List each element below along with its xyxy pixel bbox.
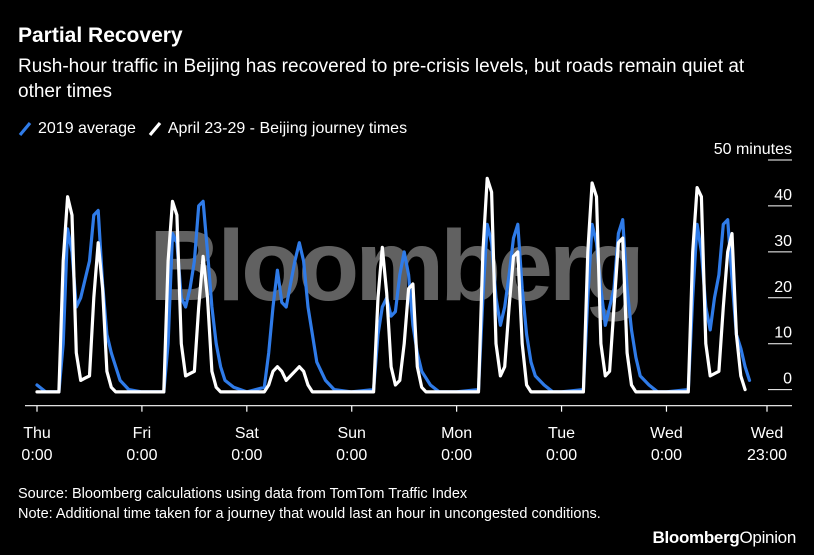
legend-item-2019: 2019 average xyxy=(18,120,136,138)
x-tick-label: Mon xyxy=(441,425,472,442)
y-tick-label: 30 xyxy=(774,233,792,250)
legend-item-april: April 23-29 - Beijing journey times xyxy=(148,120,407,138)
footnote: Note: Additional time taken for a journe… xyxy=(18,506,601,522)
legend-label-april: April 23-29 - Beijing journey times xyxy=(167,120,408,137)
x-tick-label: 0:00 xyxy=(336,447,367,464)
x-tick-label: Wed xyxy=(751,425,784,442)
brand-main: Bloomberg xyxy=(652,528,740,547)
x-tick-label: Fri xyxy=(133,425,152,442)
legend: 2019 average April 23-29 - Beijing journ… xyxy=(18,120,419,138)
y-tick-label: 10 xyxy=(774,325,792,342)
x-tick-label: 0:00 xyxy=(441,447,472,464)
x-tick-label: 0:00 xyxy=(546,447,577,464)
bloomberg-opinion-logo: BloombergOpinion xyxy=(652,528,796,548)
y-tick-label: 20 xyxy=(774,279,792,296)
x-tick-label: Thu xyxy=(23,425,51,442)
x-tick-label: Wed xyxy=(650,425,683,442)
y-tick-label: 50 minutes xyxy=(714,141,792,158)
x-tick-label: 0:00 xyxy=(231,447,262,464)
x-tick-label: 23:00 xyxy=(747,447,787,464)
legend-swatch-2019 xyxy=(18,121,32,137)
x-tick-label: Sun xyxy=(337,425,365,442)
chart-subtitle: Rush-hour traffic in Beijing has recover… xyxy=(18,56,745,102)
y-axis-ticks: 0 10 20 30 40 50 minutes xyxy=(714,141,792,388)
x-tick-label: 0:00 xyxy=(21,447,52,464)
x-tick-label: Sat xyxy=(235,425,260,442)
y-tick-label: 0 xyxy=(783,371,792,388)
series-line-april-23-29 xyxy=(35,176,747,394)
x-tick-label: 0:00 xyxy=(651,447,682,464)
legend-swatch-april xyxy=(148,121,162,137)
x-tick-label: 0:00 xyxy=(126,447,157,464)
x-tick-label: Tue xyxy=(548,425,575,442)
x-axis-ticks: Thu 0:00 Fri 0:00 Sat 0:00 Sun 0:00 Mon 0:00 Tue 0:… xyxy=(21,405,787,464)
chart-title: Partial Recovery xyxy=(18,24,183,47)
series-lines xyxy=(35,176,752,394)
brand-sub: Opinion xyxy=(739,528,797,547)
y-tick-label: 40 xyxy=(774,187,792,204)
source-note: Source: Bloomberg calculations using dat… xyxy=(18,486,468,502)
legend-label-2019: 2019 average xyxy=(38,120,136,137)
gridlines xyxy=(25,159,792,407)
